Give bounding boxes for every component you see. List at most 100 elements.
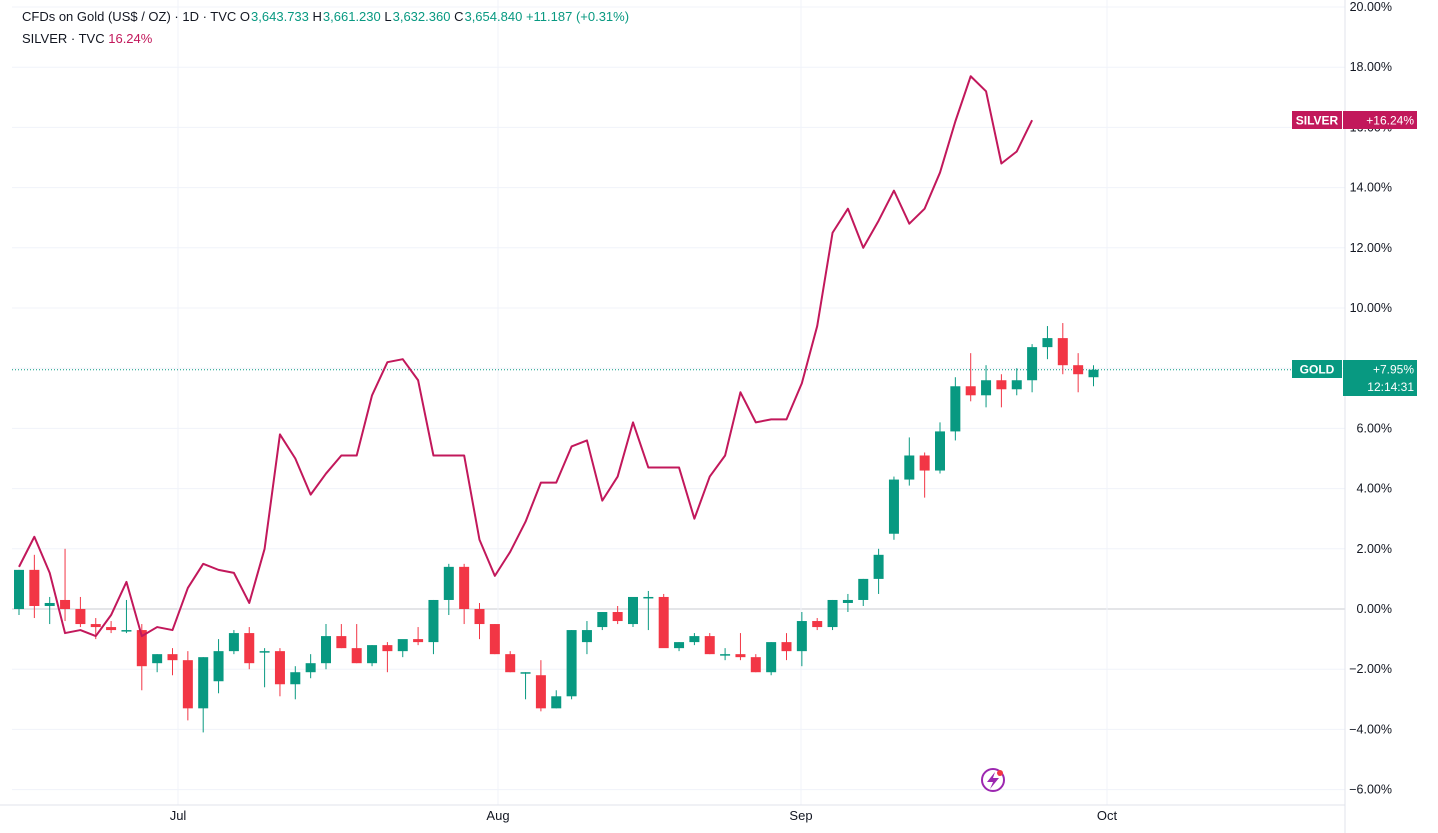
candle-body [689,636,700,643]
candle-body [428,599,439,643]
candle-body [1042,338,1053,348]
candle-body [321,636,331,664]
y-tick-label: 4.00% [1357,482,1392,496]
y-tick-label: 18.00% [1350,60,1392,74]
y-tick-label: 10.00% [1350,301,1392,315]
silver-badge-name: SILVER [1296,114,1339,128]
candle-body [658,596,669,649]
candle-body [597,612,608,628]
candle-body [152,654,163,664]
candle-body [551,696,562,709]
y-tick-label: 14.00% [1350,181,1392,195]
candle-body [566,630,577,697]
y-tick-label: 0.00% [1357,602,1392,616]
y-tick-label: 20.00% [1350,0,1392,14]
candle-body [674,642,685,649]
high-label: H [312,9,322,24]
candle-body [1088,369,1099,378]
candle-body [29,569,40,606]
candle-body [367,645,378,664]
candle-body [136,630,147,667]
candle-body [904,455,915,480]
candle-body [842,599,853,603]
y-tick-label: 6.00% [1357,421,1392,435]
candle-body [290,672,301,685]
candle-body [167,654,178,661]
lightning-icon[interactable] [981,768,1005,792]
gold-badge-name: GOLD [1300,363,1335,377]
close-value: 3,654.840 [464,9,523,24]
candle-body [1011,380,1022,390]
candle-body [489,624,500,655]
notification-dot-icon [997,770,1003,776]
candle-body [382,645,393,652]
candle-body [259,651,270,653]
candle-body [274,651,285,685]
candle-body [996,380,1007,390]
candle-body [628,596,638,625]
candle-body [720,654,731,656]
candle-body [750,657,761,673]
silver-legend-title: SILVER · TVC [22,31,105,46]
candle-body [90,624,101,628]
candle-body [735,654,746,658]
candle-body [1073,365,1084,375]
silver-badge-value: +16.24% [1366,114,1414,128]
x-tick-label: Jul [170,808,187,823]
candle-body [935,431,945,471]
candle-body [459,566,470,609]
candle-body [44,602,55,606]
candle-body [397,639,408,652]
gold-legend-title: CFDs on Gold (US$ / OZ) · 1D · TVC [22,9,237,24]
silver-series-line [18,75,1033,638]
candle-body [505,654,516,673]
candle-body [106,627,117,631]
candle-body [643,596,654,599]
gold-legend: CFDs on Gold (US$ / OZ) · 1D · TVC O3,64… [22,9,629,24]
open-value: 3,643.733 [251,9,309,24]
candle-body [121,630,132,632]
candle-body [60,599,71,609]
gold-value-bg [1343,360,1417,396]
candle-body [443,566,454,600]
candle-body [213,651,224,682]
x-tick-label: Aug [486,808,509,823]
candle-body [520,672,531,674]
candle-body [75,609,86,625]
candle-body [781,642,792,652]
candle-body [827,599,838,628]
candle-body [336,636,347,649]
gold-name-bg [1292,360,1342,378]
low-value: 3,632.360 [392,9,451,24]
open-label: O [239,9,251,24]
candle-body [950,386,961,432]
candle-body [581,630,592,643]
candle-body [981,380,992,396]
low-label: L [384,9,392,24]
candle-body [351,648,362,664]
silver-legend-value: 16.24% [108,31,153,46]
candle-body [182,660,193,709]
candle-body [244,633,255,664]
y-tick-label: −2.00% [1349,662,1392,676]
candle-body [766,642,777,673]
y-tick-label: 12.00% [1350,241,1392,255]
y-tick-label: 2.00% [1357,542,1392,556]
candle-body [535,675,546,709]
change-value: +11.187 (+0.31%) [525,9,630,24]
y-tick-label: −6.00% [1349,783,1392,797]
candle-body [474,609,485,625]
candle-body [704,636,715,655]
candle-body [413,639,424,643]
candle-body [1027,347,1038,381]
candle-body [612,612,623,622]
candle-body [873,554,884,579]
candle-body [305,663,316,673]
candle-body [796,621,807,652]
x-tick-label: Oct [1097,808,1118,823]
candle-body [888,479,899,534]
silver-name-bg [1292,111,1342,129]
candle-body [858,578,869,600]
gold-badge-value: +7.95% [1373,363,1414,377]
